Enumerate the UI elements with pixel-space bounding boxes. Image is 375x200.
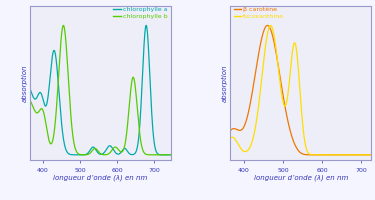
Y-axis label: absorption: absorption — [22, 64, 28, 102]
X-axis label: longueur d’onde (λ) en nm: longueur d’onde (λ) en nm — [53, 175, 148, 181]
Legend: β carotène, fucoxanthine: β carotène, fucoxanthine — [233, 6, 285, 20]
X-axis label: longueur d’onde (λ) en nm: longueur d’onde (λ) en nm — [254, 175, 348, 181]
Legend: chlorophylle a, chlorophylle b: chlorophylle a, chlorophylle b — [112, 6, 168, 20]
Y-axis label: absorption: absorption — [222, 64, 228, 102]
